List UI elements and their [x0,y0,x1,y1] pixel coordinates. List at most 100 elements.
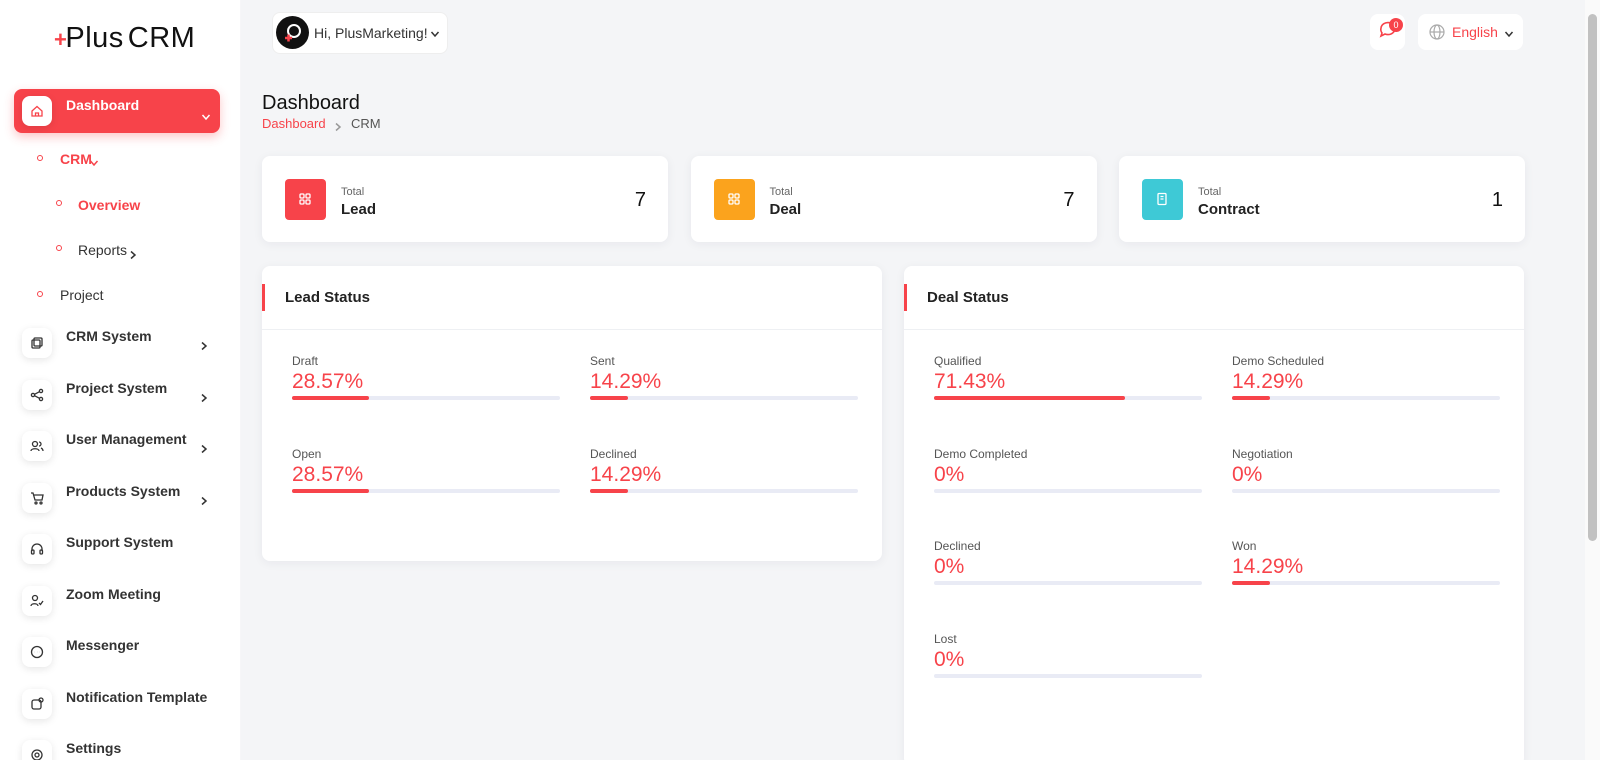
bullet [37,291,43,297]
status-label: Lost [934,631,957,646]
icon [31,337,43,349]
menu-item[interactable]: Project System [66,379,168,396]
menu-item[interactable]: Products System [66,482,181,499]
bullet [56,200,62,206]
language-menu[interactable]: English [1418,14,1523,50]
bullet [56,245,62,251]
user-chevron [430,26,440,44]
status-label: Demo Scheduled [1232,354,1325,368]
greeting: Hi, PlusMarketing! [314,25,428,41]
chevron [430,31,440,38]
progress-bar [590,488,629,493]
page-title: Dashboard [262,92,360,114]
menu-label: Dashboard [66,97,140,113]
status-value: 14.29% [590,370,662,393]
stat-card: Total Lead 7 [262,156,668,242]
menu-item[interactable]: Messenger [66,637,140,653]
progress-bar [934,396,1126,400]
avatar-logo [285,24,301,42]
stat-card: Total Deal 7 [690,156,1097,242]
stat-card: Total Contract 1 [1119,156,1525,242]
menu-dashboard[interactable]: Dashboard [14,89,220,133]
progress-track [1232,488,1500,493]
status-value: 28.57% [292,462,364,486]
status-value: 0% [934,462,965,486]
icon [299,193,311,205]
progress-track [934,396,1202,400]
icon [30,594,44,606]
status-value: 0% [934,647,965,671]
stat-icon [285,179,326,220]
submenu-item[interactable]: Overview [78,197,141,213]
progress-bar [292,396,369,400]
menu-icon [22,688,52,719]
menu-chevron [199,338,209,356]
stat-caption: Total [1198,186,1222,198]
chevron [130,250,137,260]
menu-item[interactable]: Settings [66,740,122,756]
crm-chevron [89,155,99,173]
submenu-chevron [128,247,138,265]
progress-track [292,396,560,400]
menu-item[interactable]: Zoom Meeting [66,585,161,602]
icon [31,491,44,505]
chevron [201,393,208,402]
menu-item[interactable]: Support System [66,534,174,550]
status-value: 0% [934,555,965,578]
globe [1429,24,1445,40]
menu-item[interactable]: User Management [66,431,187,447]
menu-chevron [199,441,209,459]
status-value: 14.29% [1232,370,1304,393]
progress-bar [1232,396,1271,400]
status-value: 14.29% [1232,555,1304,578]
notifications[interactable]: 0 [1370,14,1405,50]
logo-suffix: CRM [127,22,196,54]
submenu-item[interactable]: Reports [78,242,128,258]
logo: +Plus CRM [54,22,195,55]
icon [30,645,44,659]
icon [31,105,43,117]
panel-accent [904,284,907,311]
menu-icon [22,740,52,760]
breadcrumb-item: CRM [351,116,381,131]
icon [30,440,44,452]
logo-prefix: Plus [65,22,124,54]
menu-item[interactable]: Notification Template [66,688,208,705]
status-label: Declined [934,539,981,553]
submenu-project[interactable]: Project [60,287,104,303]
panel-accent [262,284,265,311]
submenu-crm[interactable]: CRM [60,151,92,167]
user-menu[interactable]: Hi, PlusMarketing! [272,12,448,54]
progress-track [292,488,560,493]
panel-divider [262,329,882,330]
chevron [201,114,211,121]
menu-icon [22,379,52,410]
menu-icon [22,431,52,461]
chevron [201,341,208,351]
menu-chevron [201,109,211,127]
breadcrumb-sep [333,119,343,137]
icon [30,543,44,555]
menu-item[interactable]: CRM System [66,328,152,344]
stat-icon [1142,179,1183,220]
status-panel: Deal Status Qualified 71.43% Demo Scheduled… [904,266,1524,760]
breadcrumb-item[interactable]: Dashboard [262,116,326,131]
chat-icon [1379,21,1396,38]
status-value: 14.29% [590,462,662,486]
icon [1157,192,1167,206]
icon [31,696,44,710]
stat-name: Deal [769,201,802,218]
menu-icon [22,637,52,667]
menu-icon [22,585,52,616]
chevron [1504,31,1514,38]
language-chevron [1504,26,1514,44]
progress-track [934,673,1202,678]
chevron [201,496,208,505]
stat-icon [713,179,755,220]
chevron [89,160,99,167]
notification-count: 0 [1389,18,1403,32]
status-label: Demo Completed [934,446,1028,461]
bullet [37,155,43,161]
progress-track [934,581,1202,585]
